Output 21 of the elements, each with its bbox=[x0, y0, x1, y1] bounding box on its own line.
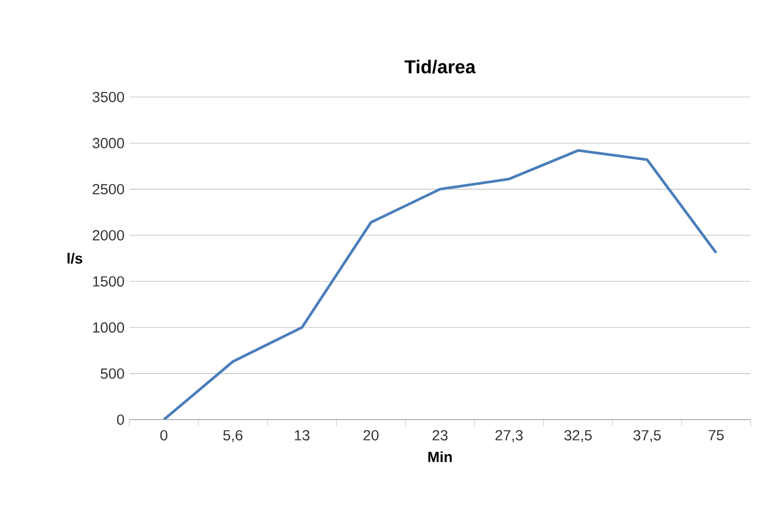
y-tick-label: 3000 bbox=[92, 138, 124, 148]
x-tick-label: 75 bbox=[708, 430, 724, 440]
x-tick-label: 13 bbox=[294, 430, 310, 440]
x-tick-label: 32,5 bbox=[564, 430, 592, 442]
y-tick-label: 3500 bbox=[92, 92, 124, 102]
y-tick-label: 2000 bbox=[92, 230, 124, 240]
x-tick-label: 20 bbox=[364, 430, 379, 440]
y-tick-label: 1000 bbox=[93, 322, 124, 333]
x-tick-label: 27,3 bbox=[495, 430, 523, 442]
x-tick-label: 0 bbox=[160, 430, 168, 440]
chart-title: Tid/area bbox=[404, 60, 476, 74]
y-tick-label: 500 bbox=[100, 368, 124, 379]
y-tick-label: 2500 bbox=[92, 184, 124, 194]
line-series bbox=[162, 149, 718, 420]
x-tick-label: 23 bbox=[432, 430, 448, 440]
x-axis-title: Min bbox=[428, 451, 452, 462]
y-axis-title: l/s bbox=[68, 252, 82, 264]
x-tick-label: 5,6 bbox=[223, 430, 242, 442]
x-tick-label: 37,5 bbox=[633, 430, 661, 442]
y-tick-label: 1500 bbox=[93, 276, 124, 287]
y-tick-label: 0 bbox=[117, 414, 124, 425]
